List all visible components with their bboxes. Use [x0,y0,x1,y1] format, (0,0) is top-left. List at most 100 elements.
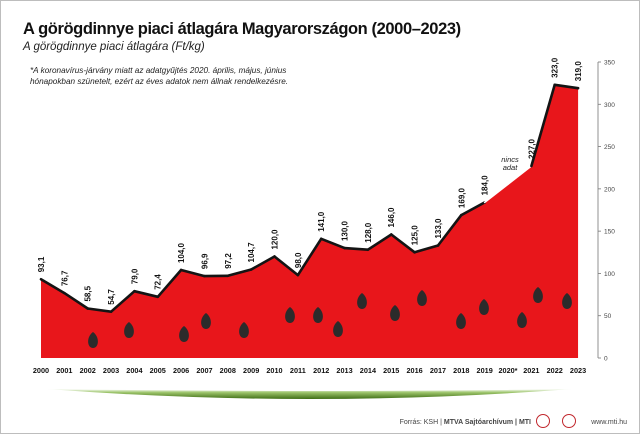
series-line-segment [86,307,113,314]
series-line-segment [296,237,323,277]
y-tick-label: 200 [604,186,615,193]
series-line-segment [413,244,440,254]
series-line-segment [273,255,300,277]
mtva-logo-icon [536,414,550,428]
y-tick-label: 350 [604,60,615,67]
y-tick-label: 300 [604,102,615,109]
series-line-segment [179,268,206,278]
data-label: 104,0 [177,242,186,263]
y-tick-label: 250 [604,144,615,151]
series-line-segment [226,268,253,278]
data-label: 227,0 [527,138,536,159]
source-prefix: Forrás: KSH | [399,419,444,426]
data-label: 146,0 [387,207,396,228]
x-tick-label: 2014 [360,366,377,375]
mti-logo-icon [562,414,576,428]
source-credit: Forrás: KSH | MTVA Sajtóarchívum | MTI [400,419,531,426]
series-line-segment [483,183,509,204]
data-label: 169,0 [457,188,466,209]
series-line-segment [39,277,66,295]
watermelon-seed [533,287,543,303]
x-tick-label: 2007 [196,366,212,375]
data-label: 97,2 [224,253,233,269]
data-label: 76,7 [60,270,69,286]
series-line-segment [530,83,557,168]
data-label: 58,5 [84,285,93,301]
x-tick-label: 2008 [220,366,236,375]
x-tick-label: 2017 [430,366,446,375]
x-tick-label: 2019 [477,366,493,375]
data-label: 98,0 [294,252,303,268]
area-fill [41,84,579,359]
y-tick-label: 0 [604,356,608,363]
x-tick-label: 2009 [243,366,259,375]
source-url: www.mti.hu [591,419,627,426]
series-line-segment [343,246,370,251]
x-tick-label: 2004 [126,366,143,375]
x-tick-label: 2002 [80,366,96,375]
series-line-segment [366,233,393,251]
x-tick-label: 2006 [173,366,189,375]
missing-data-note: adat [503,163,519,172]
series-line-segment [436,213,463,247]
data-label: 133,0 [434,218,443,239]
chart-subtitle: A görögdinnye piaci átlagára (Ft/kg) [23,41,205,53]
data-label: 104,7 [247,242,256,263]
x-tick-label: 2010 [266,366,282,375]
series-line-segment [249,255,276,271]
data-label: 184,0 [481,175,490,196]
x-tick-label: 2022 [547,366,563,375]
data-label: 323,0 [551,57,560,78]
watermelon-seed [562,293,572,309]
series-line-segment [319,237,346,250]
watermelon-seed [417,290,427,306]
series-line-segment [389,233,416,254]
x-tick-label: 2005 [150,366,166,375]
series-line-segment [133,289,160,299]
x-tick-label: 2011 [290,366,306,375]
chart-footnote: *A koronavírus-járvány miatt az adatgyűj… [30,66,289,86]
x-tick-label: 2013 [336,366,352,375]
series-line-segment [459,201,487,217]
x-tick-label: 2012 [313,366,329,375]
watermelon-seed [456,313,466,329]
watermelon-seed [390,305,400,321]
x-tick-label: 2021 [523,366,539,375]
series-line-segment [63,291,89,310]
chart-title: A görögdinnye piaci átlagára Magyarorszá… [23,20,461,38]
series-line-segment [553,83,580,90]
y-tick-label: 100 [604,271,615,278]
series-line-segment [156,268,183,299]
data-label: 120,0 [271,229,280,250]
data-label: 54,7 [107,289,116,305]
x-tick-label: 2016 [406,366,422,375]
watermelon-seed [285,307,295,323]
data-label: 79,0 [130,268,139,284]
series-line-segment [109,289,136,314]
watermelon-seed [333,321,343,337]
x-tick-label: 2020* [498,366,517,375]
source-agency: MTVA Sajtóarchívum | MTI [443,419,531,426]
x-tick-label: 2003 [103,366,119,375]
data-label: 72,4 [154,274,163,290]
watermelon-seed [313,307,323,323]
x-tick-label: 2015 [383,366,399,375]
watermelon-seed [239,322,249,338]
series-line-segment [507,165,533,185]
watermelon-seed [517,312,527,328]
x-tick-label: 2018 [453,366,469,375]
data-label: 96,9 [200,253,209,269]
watermelon-rind [47,389,573,399]
watermelon-seed [88,332,98,348]
missing-data-note: nincs [501,155,519,164]
data-label: 125,0 [411,225,420,246]
watermelon-seed [201,313,211,329]
watermelon-seed [479,299,489,315]
data-label: 130,0 [341,220,350,241]
data-label: 141,0 [317,211,326,232]
watermelon-seed [357,293,367,309]
y-tick-label: 50 [604,313,612,320]
watermelon-seed [179,326,189,342]
